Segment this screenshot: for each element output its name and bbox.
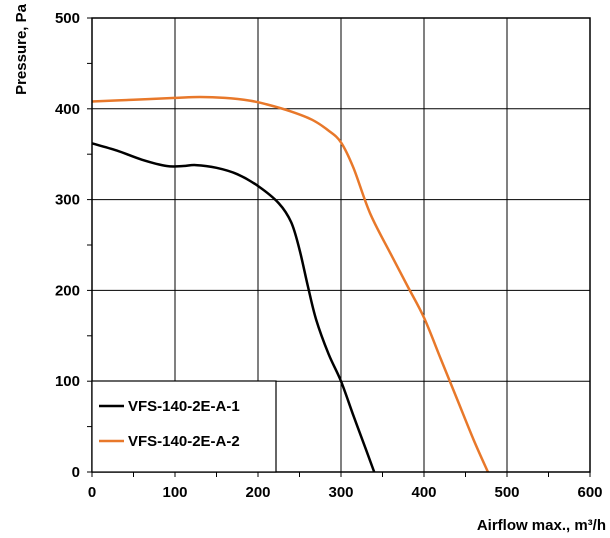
x-tick-label: 600: [577, 484, 602, 501]
y-tick-label: 0: [72, 464, 80, 481]
y-tick-label: 100: [55, 373, 80, 390]
x-tick-label: 500: [494, 484, 519, 501]
x-tick-label: 100: [162, 484, 187, 501]
x-tick-label: 300: [328, 484, 353, 501]
x-tick-labels: 0 100 200 300 400 500 600: [88, 484, 603, 501]
y-tick-label: 300: [55, 192, 80, 209]
legend-box: [91, 380, 277, 473]
x-tick-label: 400: [411, 484, 436, 501]
legend-label-series-2: VFS-140-2E-A-2: [128, 433, 240, 450]
y-tick-label: 500: [55, 10, 80, 27]
x-tick-label: 200: [245, 484, 270, 501]
legend: VFS-140-2E-A-1 VFS-140-2E-A-2: [91, 380, 277, 473]
x-tick-label: 0: [88, 484, 96, 501]
y-tick-label: 200: [55, 282, 80, 299]
minor-ticks: [87, 17, 591, 477]
y-tick-labels: 0 100 200 300 400 500: [55, 10, 80, 481]
series-line-1: [91, 142, 376, 473]
series-line-2: [91, 95, 490, 473]
x-axis-title: Airflow max., m³/h: [477, 517, 606, 534]
y-axis-title: Pressure, Pa: [13, 3, 30, 95]
legend-label-series-1: VFS-140-2E-A-1: [128, 398, 240, 415]
plot-frame: [91, 17, 591, 473]
y-tick-label: 400: [55, 101, 80, 118]
series-lines: [91, 95, 490, 473]
